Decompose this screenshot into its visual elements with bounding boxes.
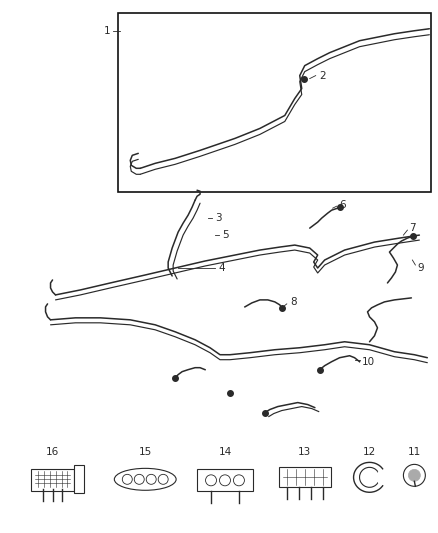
Ellipse shape bbox=[114, 469, 176, 490]
Text: 7: 7 bbox=[410, 223, 416, 233]
Bar bbox=[279, 467, 331, 487]
Text: 1: 1 bbox=[104, 26, 111, 36]
Text: 11: 11 bbox=[408, 447, 421, 457]
Bar bbox=[31, 470, 74, 491]
Bar bbox=[118, 13, 431, 192]
Text: 14: 14 bbox=[219, 447, 232, 457]
Text: 16: 16 bbox=[46, 447, 59, 457]
Text: 13: 13 bbox=[298, 447, 311, 457]
Text: 10: 10 bbox=[361, 357, 374, 367]
Bar bbox=[197, 470, 253, 491]
Circle shape bbox=[408, 470, 420, 481]
Text: 3: 3 bbox=[215, 213, 222, 223]
Text: 2: 2 bbox=[320, 70, 326, 80]
Text: 9: 9 bbox=[417, 263, 424, 273]
Text: 5: 5 bbox=[222, 230, 229, 240]
Text: 15: 15 bbox=[138, 447, 152, 457]
Text: 6: 6 bbox=[339, 200, 346, 210]
Bar bbox=[74, 465, 85, 493]
Text: 8: 8 bbox=[290, 297, 297, 307]
Text: 12: 12 bbox=[363, 447, 376, 457]
Text: 4: 4 bbox=[218, 263, 225, 273]
